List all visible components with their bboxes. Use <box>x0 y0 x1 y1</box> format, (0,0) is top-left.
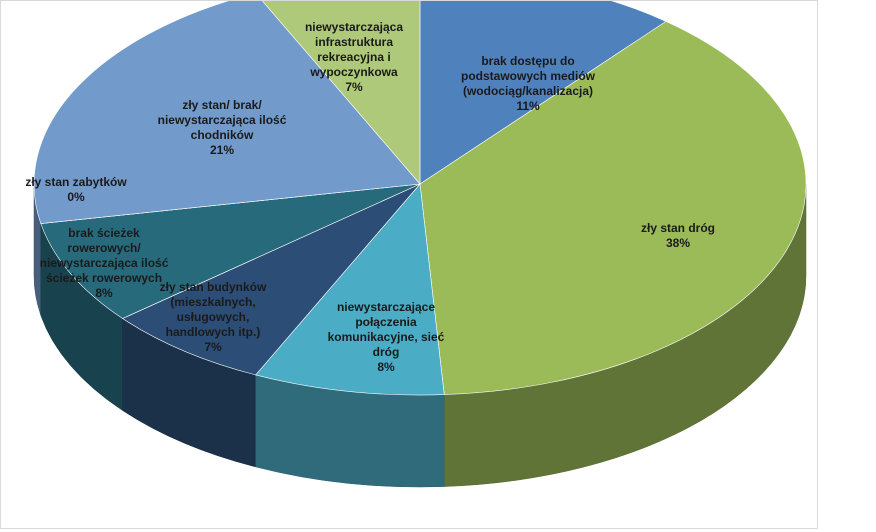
pie-chart: brak dostępu do podstawowych mediów (wodoc… <box>25 1 807 488</box>
data-label-2: niewystarczające połączenia komunikacyjne,… <box>328 300 445 374</box>
pie-slice-2 <box>255 183 445 396</box>
data-label-4: brak ścieżek rowerowych/niewystarczająca … <box>40 226 169 300</box>
data-label-3: zły stan budynków (mieszkalnych, usługowyc… <box>160 280 267 354</box>
pie-slice-4 <box>40 183 421 319</box>
data-label-7: niewystarczająca infrastruktura rekreacyjn… <box>305 20 403 94</box>
data-label-6: zły stan/ brak/niewystarczająca ilość cho… <box>158 98 287 157</box>
pie-slice-3 <box>121 183 421 376</box>
chart-area: brak dostępu do podstawowych mediów (wodoc… <box>0 0 818 529</box>
data-label-1: zły stan dróg 38% <box>641 221 715 250</box>
pie-slice-7 <box>262 1 421 185</box>
pie-slice-0 <box>419 1 667 185</box>
data-labels: brak dostępu do podstawowych mediów (wodoc… <box>25 20 715 374</box>
data-label-0: brak dostępu do podstawowych mediów (wodoc… <box>461 54 596 113</box>
pie-tops <box>33 1 807 396</box>
pie-slice-1 <box>419 21 807 395</box>
data-label-5: zły stan zabytków 0% <box>25 175 127 204</box>
pie-slice-6 <box>33 1 421 224</box>
